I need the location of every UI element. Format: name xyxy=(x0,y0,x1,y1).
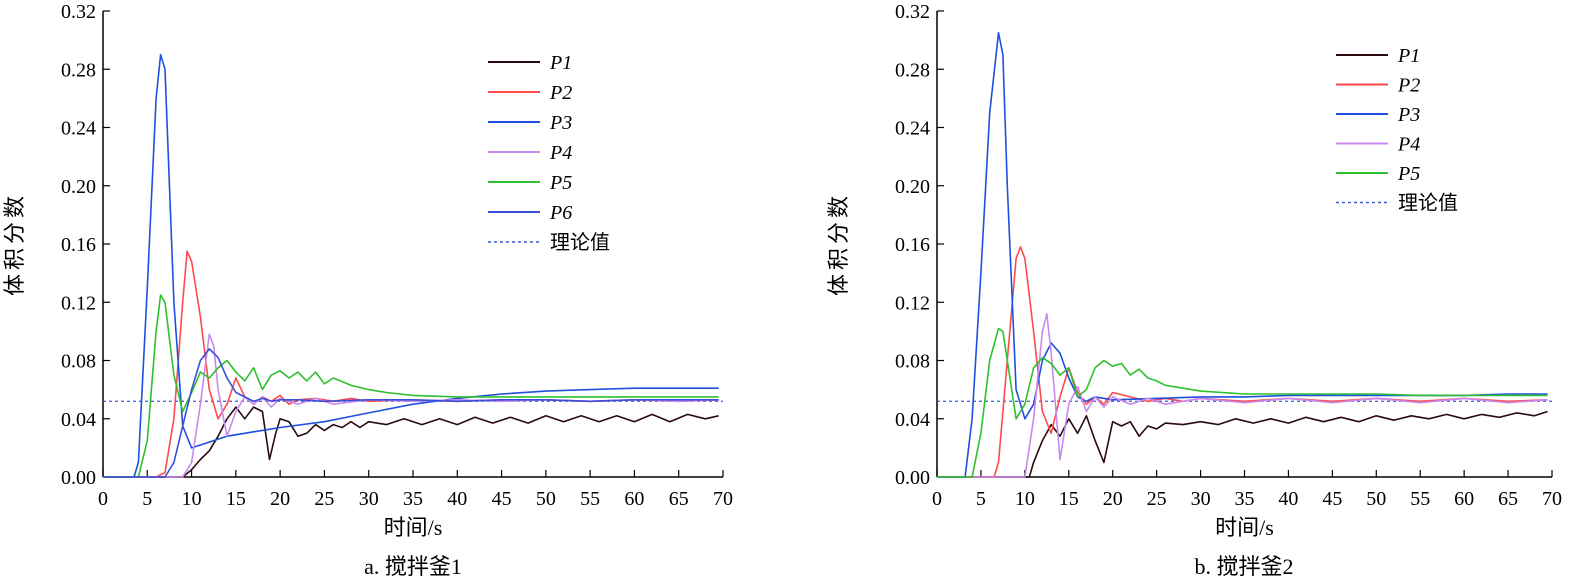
y-tick-label: 0.16 xyxy=(61,234,96,256)
x-tick-label: 40 xyxy=(1278,488,1298,510)
x-tick-label: 45 xyxy=(492,488,512,510)
y-tick-label: 0.12 xyxy=(61,292,96,314)
x-tick-label: 35 xyxy=(403,488,423,510)
x-tick-label: 55 xyxy=(580,488,600,510)
y-tick-label: 0.00 xyxy=(895,467,930,489)
x-tick-label: 5 xyxy=(142,488,152,510)
legend-label-theory: 理论值 xyxy=(550,231,610,254)
x-tick-label: 50 xyxy=(1366,488,1386,510)
series-line-p5 xyxy=(937,327,1548,478)
y-tick-label: 0.04 xyxy=(895,409,930,431)
series-line-p6 xyxy=(103,348,719,478)
x-tick-label: 10 xyxy=(1015,488,1035,510)
y-tick-label: 0.08 xyxy=(61,351,96,373)
y-axis-title: 体积分数 xyxy=(2,192,27,296)
legend-label-theory: 理论值 xyxy=(1398,192,1458,215)
x-tick-label: 25 xyxy=(314,488,334,510)
x-tick-label: 45 xyxy=(1322,488,1342,510)
y-tick-label: 0.28 xyxy=(895,59,930,81)
y-tick-label: 0.16 xyxy=(895,234,930,256)
y-tick-label: 0.32 xyxy=(895,1,930,23)
x-tick-label: 25 xyxy=(1147,488,1167,510)
x-tick-label: 70 xyxy=(1542,488,1562,510)
legend-label-p3: P3 xyxy=(1397,104,1420,126)
legend-label-p6: P6 xyxy=(549,202,572,224)
chart-caption: a. 搅拌釜1 xyxy=(364,554,462,579)
series-line-p2 xyxy=(937,246,1548,478)
chart-panel-a: 0 5 10 15 20 25 30 35 40 45 50 55 60 65 70 0.00 0.04 0.08… xyxy=(2,1,733,579)
y-tick-label: 0.28 xyxy=(61,59,96,81)
legend-label-p5: P5 xyxy=(1397,163,1420,185)
x-tick-label: 65 xyxy=(1498,488,1518,510)
series-line-p5 xyxy=(103,294,719,478)
x-tick-label: 60 xyxy=(624,488,644,510)
series-line-p4 xyxy=(103,333,719,478)
x-tick-label: 5 xyxy=(976,488,986,510)
y-tick-label: 0.12 xyxy=(895,292,930,314)
x-tick-label: 55 xyxy=(1410,488,1430,510)
y-tick-label: 0.04 xyxy=(61,409,96,431)
x-axis-title: 时间/s xyxy=(384,515,443,540)
y-axis-title: 体积分数 xyxy=(826,192,851,296)
legend-label-p5: P5 xyxy=(549,172,572,194)
legend-label-p1: P1 xyxy=(1397,45,1420,67)
legend-label-p3: P3 xyxy=(549,112,572,134)
x-axis-title: 时间/s xyxy=(1215,515,1274,540)
series-line-p4 xyxy=(937,313,1548,478)
x-tick-label: 30 xyxy=(359,488,379,510)
x-tick-label: 65 xyxy=(669,488,689,510)
legend-label-p4: P4 xyxy=(549,142,572,164)
x-tick-label: 40 xyxy=(447,488,467,510)
x-tick-label: 15 xyxy=(226,488,246,510)
y-tick-label: 0.24 xyxy=(61,118,96,140)
y-tick-label: 0.20 xyxy=(895,176,930,198)
series-line-p3 xyxy=(103,53,719,478)
x-tick-label: 0 xyxy=(932,488,942,510)
chart-caption: b. 搅拌釜2 xyxy=(1194,554,1293,579)
chart-panel-b: 0 5 10 15 20 25 30 35 40 45 50 55 60 65 70 0.00 0.04 0.08… xyxy=(826,1,1562,579)
x-tick-label: 35 xyxy=(1235,488,1255,510)
x-tick-label: 30 xyxy=(1191,488,1211,510)
x-tick-label: 20 xyxy=(1103,488,1123,510)
x-tick-label: 0 xyxy=(98,488,108,510)
y-tick-label: 0.32 xyxy=(61,1,96,23)
y-tick-label: 0.08 xyxy=(895,351,930,373)
x-tick-label: 50 xyxy=(536,488,556,510)
y-tick-label: 0.20 xyxy=(61,176,96,198)
legend-label-p4: P4 xyxy=(1397,134,1420,156)
series-line-p1 xyxy=(937,410,1548,478)
legend-label-p1: P1 xyxy=(549,52,572,74)
x-tick-label: 15 xyxy=(1059,488,1079,510)
y-tick-label: 0.24 xyxy=(895,118,930,140)
series-line-p2 xyxy=(103,250,719,478)
x-tick-label: 10 xyxy=(182,488,202,510)
legend-label-p2: P2 xyxy=(1397,75,1420,97)
legend-label-p2: P2 xyxy=(549,82,572,104)
x-tick-label: 20 xyxy=(270,488,290,510)
series-line-p3 xyxy=(937,31,1548,478)
x-tick-label: 60 xyxy=(1454,488,1474,510)
x-tick-label: 70 xyxy=(713,488,733,510)
y-tick-label: 0.00 xyxy=(61,467,96,489)
